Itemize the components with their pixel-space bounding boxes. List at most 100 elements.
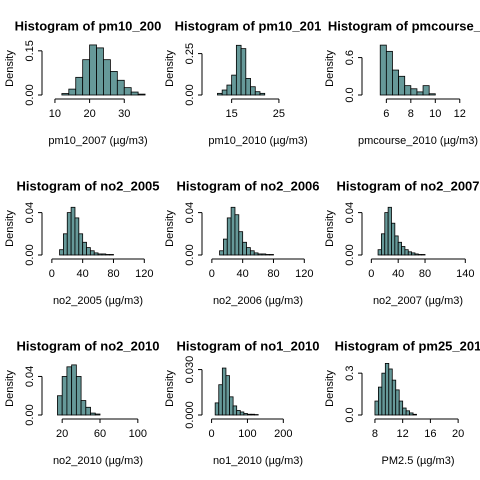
bar	[394, 235, 399, 256]
y-axis-label: Density	[4, 370, 16, 407]
bar	[250, 413, 256, 416]
bar	[57, 395, 63, 416]
y-tick-label: 0.04	[184, 202, 196, 223]
bar	[381, 372, 386, 416]
bar	[97, 253, 103, 256]
y-axis-label: Density	[324, 370, 336, 407]
x-tick-label: 8	[408, 108, 414, 120]
bar	[254, 91, 261, 96]
bar	[82, 59, 90, 96]
bar	[395, 389, 400, 416]
x-axis-label: no2_2006 (µg/m3)	[213, 295, 303, 307]
x-tick-label: 100	[129, 428, 147, 440]
x-tick-label: 80	[419, 268, 431, 280]
y-tick-label: 0.00	[184, 84, 196, 105]
bar	[66, 366, 73, 416]
x-tick-label: 12	[454, 108, 466, 120]
x-axis-label: no2_2007 (µg/m3)	[373, 295, 463, 307]
bar	[116, 79, 125, 96]
chart-title: Histogram of pm25_201	[335, 338, 480, 353]
y-tick-label: 0.6	[344, 50, 356, 65]
bar	[221, 367, 227, 416]
bar	[78, 233, 84, 256]
bar	[422, 85, 430, 96]
bar	[110, 71, 118, 96]
y-tick-label: 0.04	[24, 366, 36, 387]
x-tick-label: 0	[368, 268, 374, 280]
chart-title: Histogram of no2_2010	[16, 338, 159, 353]
bar	[226, 217, 232, 256]
x-axis-label: no1_2010 (µg/m3)	[213, 455, 303, 467]
bar	[265, 254, 271, 256]
bar	[225, 375, 230, 416]
bar	[63, 233, 68, 256]
bar	[105, 254, 111, 256]
y-tick-label: 0.0	[344, 407, 356, 422]
bar	[374, 400, 379, 416]
chart-title: Histogram of no1_2010	[176, 338, 319, 353]
y-axis-label: Density	[324, 210, 336, 247]
bar	[101, 253, 107, 256]
x-tick-label: 10	[429, 108, 441, 120]
y-tick-label: 0.00	[24, 244, 36, 265]
x-tick-label: 20	[83, 108, 95, 120]
bar	[219, 250, 224, 256]
bar	[94, 413, 101, 416]
bar	[397, 241, 402, 256]
bar	[259, 92, 266, 96]
bar	[231, 74, 237, 96]
chart-title: Histogram of no2_2006	[176, 178, 319, 193]
bar	[236, 410, 241, 416]
x-tick-label: 10	[49, 108, 61, 120]
bar	[384, 362, 390, 416]
bar	[86, 247, 91, 256]
bar	[398, 75, 406, 96]
bar	[392, 69, 399, 96]
x-tick-label: 15	[226, 108, 238, 120]
chart-title: Histogram of pm10_200	[15, 18, 162, 33]
x-tick-label: 40	[237, 268, 249, 280]
y-tick-label: 0.00	[344, 244, 356, 265]
bar	[257, 253, 263, 256]
bar	[61, 376, 68, 416]
bar	[75, 376, 82, 416]
bar	[379, 44, 387, 96]
bar	[103, 59, 111, 96]
x-tick-label: 20	[452, 428, 464, 440]
bar	[411, 252, 416, 256]
y-axis-label: Density	[164, 50, 176, 87]
x-tick-label: 20	[56, 428, 68, 440]
x-tick-label: 0	[209, 428, 215, 440]
bar	[230, 206, 236, 256]
bar	[239, 411, 245, 416]
chart-title: Histogram of pm10_201	[175, 18, 322, 33]
bar	[240, 48, 247, 96]
bar	[388, 368, 393, 416]
x-tick-label: 120	[295, 268, 313, 280]
bar	[229, 396, 234, 416]
chart-title: Histogram of no2_2005	[16, 178, 159, 193]
bar	[66, 212, 72, 256]
bar	[398, 400, 404, 416]
bar	[404, 85, 412, 96]
bar	[250, 86, 256, 96]
bar	[70, 206, 76, 256]
bar	[407, 251, 413, 256]
x-tick-label: 200	[274, 428, 292, 440]
x-tick-label: 8	[372, 428, 378, 440]
y-tick-label: 0.04	[344, 202, 356, 223]
bar	[246, 247, 251, 256]
bar	[93, 252, 99, 256]
x-axis-label: pmcourse_2010 (µg/m3)	[358, 135, 478, 147]
bar	[261, 253, 267, 256]
bar	[391, 379, 397, 416]
x-tick-label: 12	[397, 428, 409, 440]
bar	[412, 413, 417, 416]
bar	[243, 413, 248, 416]
bar	[234, 214, 240, 256]
bar	[247, 413, 252, 416]
x-tick-label: 80	[107, 268, 119, 280]
bar	[109, 254, 114, 256]
x-tick-label: 0	[49, 268, 55, 280]
y-tick-label: 0.00	[24, 84, 36, 105]
